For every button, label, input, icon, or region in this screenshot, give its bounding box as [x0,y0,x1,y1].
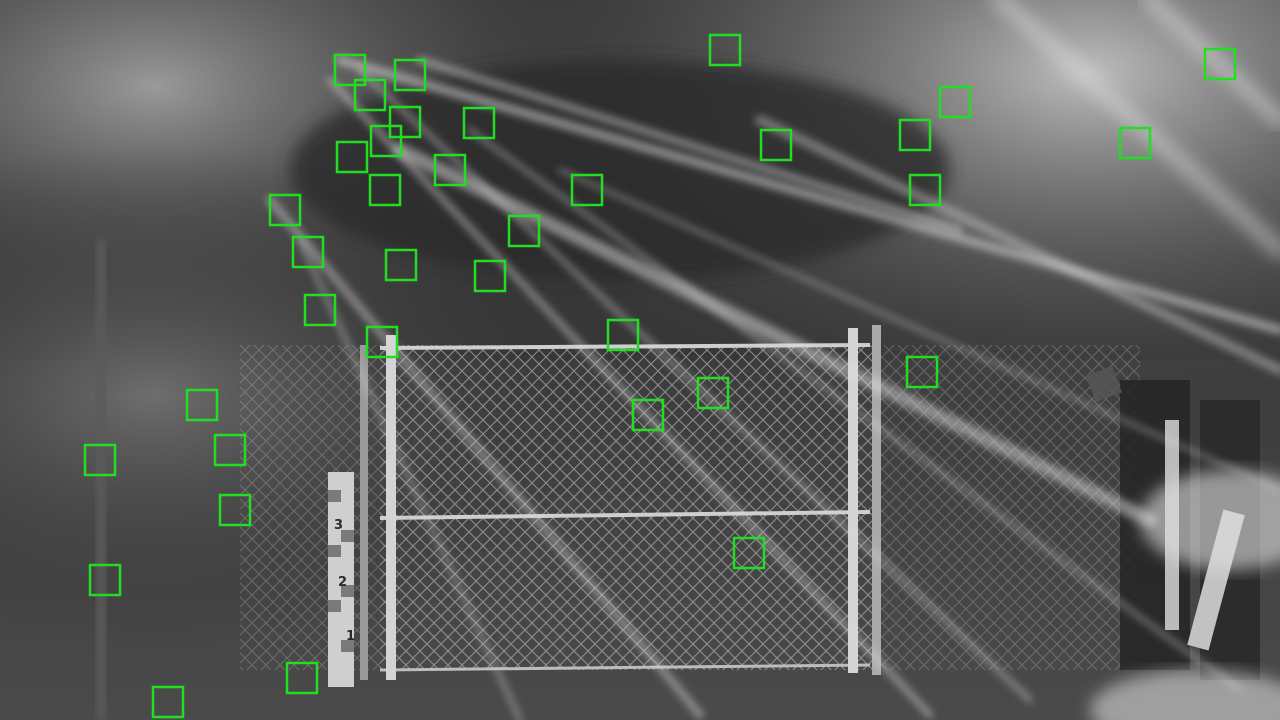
water-level-gauge: 3 2 1 [328,472,355,687]
fence-post-right-outer [872,325,881,675]
detection-box [368,173,402,207]
fence-post-left-outer [360,345,368,680]
dark-foliage [290,60,950,280]
glare-bottom-right [1140,470,1280,570]
detection-box [369,124,403,158]
detection-box [393,58,427,92]
detection-box [384,248,418,282]
detection-box [908,173,942,207]
detection-box [388,105,422,139]
fence-post-right [848,328,858,673]
left-post [96,240,106,720]
detection-box [1118,126,1152,160]
detection-box [303,293,337,327]
detection-box [732,536,766,570]
detection-box [365,325,399,359]
detection-box [151,685,185,719]
detection-box [335,140,369,174]
detection-box [898,118,932,152]
fence-post-left [386,335,396,680]
detection-box [938,85,972,119]
detection-boxes [83,33,1237,719]
detection-box [507,214,541,248]
detection-box [696,376,730,410]
detection-box [268,193,302,227]
detection-box [291,235,325,269]
gauge-mark-3: 3 [334,518,343,533]
fence-mid-rail [379,510,871,520]
detection-box [473,259,507,293]
detection-box [606,318,640,352]
detection-box [1203,47,1237,81]
detection-box [570,173,604,207]
fence-bottom-rail [379,663,871,672]
detection-box [83,443,117,477]
detection-box [631,398,665,432]
light-streaks [266,0,1280,720]
detection-box [185,388,219,422]
glare-bottom-corner [1090,670,1280,720]
gauge-mark-2: 2 [338,575,347,590]
detection-box [708,33,742,67]
detection-box [88,563,122,597]
detection-box [285,661,319,695]
gauge-mark-1: 1 [346,629,355,644]
detection-box [218,493,252,527]
detection-box [433,153,467,187]
detection-box [759,128,793,162]
detection-box [213,433,247,467]
detection-box [353,78,387,112]
detection-box [462,106,496,140]
detection-box [905,355,939,389]
detection-box [333,53,367,87]
fence-mesh-left [240,345,380,670]
